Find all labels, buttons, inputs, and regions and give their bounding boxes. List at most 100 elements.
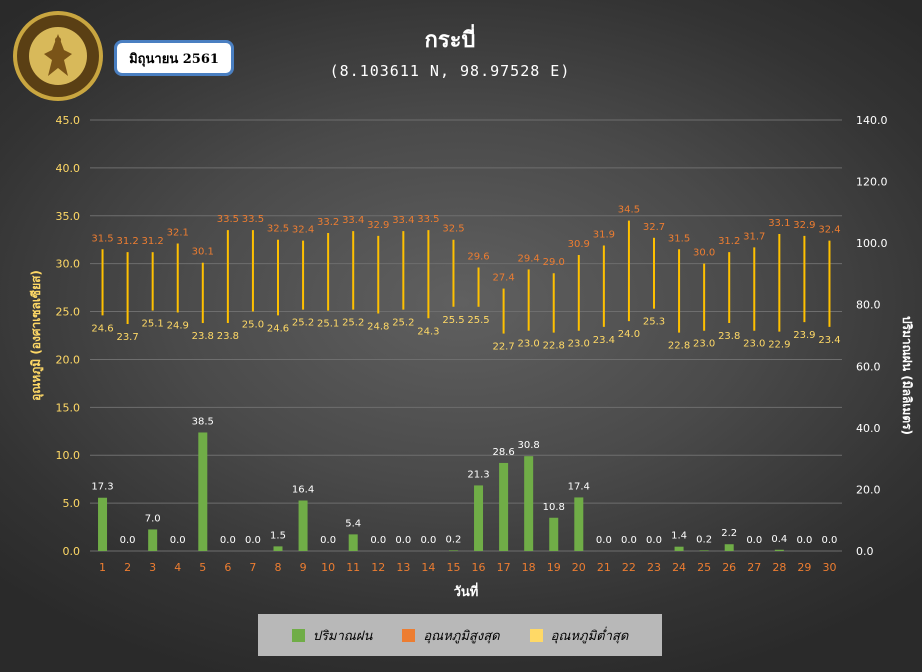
tmin-data-label: 25.5 — [442, 315, 464, 326]
rain-data-label: 0.0 — [420, 535, 436, 546]
tmax-data-label: 33.1 — [768, 218, 790, 229]
tmax-data-label: 33.4 — [392, 215, 414, 226]
rain-data-label: 38.5 — [192, 416, 214, 427]
rain-bar — [148, 529, 158, 551]
tmin-data-label: 25.2 — [292, 318, 314, 329]
legend-swatch — [402, 628, 416, 642]
tmax-data-label: 32.9 — [367, 220, 389, 231]
rain-data-label: 0.0 — [370, 535, 386, 546]
tmin-data-label: 23.0 — [693, 339, 715, 350]
tmin-data-label: 23.0 — [743, 339, 765, 350]
legend: ปริมาณฝน อุณหภูมิสูงสุด อุณหภูมิต่ำสุด — [258, 614, 662, 656]
tmax-data-label: 33.2 — [317, 217, 339, 228]
rain-bar — [674, 546, 684, 551]
right-axis-tick: 140.0 — [856, 114, 888, 127]
tmax-data-label: 29.6 — [467, 251, 489, 262]
rain-bar — [574, 497, 584, 551]
tmax-data-label: 33.4 — [342, 215, 364, 226]
rain-data-label: 0.0 — [245, 535, 261, 546]
tmin-data-label: 23.9 — [793, 330, 815, 341]
legend-label: อุณหภูมิต่ำสุด — [550, 628, 629, 644]
tmin-data-label: 22.7 — [492, 342, 514, 353]
tmax-data-label: 30.9 — [568, 239, 590, 250]
rain-data-label: 0.2 — [446, 534, 462, 545]
x-axis-title: วันที่ — [454, 582, 479, 600]
right-axis-tick: 100.0 — [856, 237, 888, 250]
rain-data-label: 0.0 — [646, 535, 662, 546]
rain-data-label: 21.3 — [467, 469, 489, 480]
x-axis-tick: 26 — [722, 561, 736, 574]
rain-data-label: 0.0 — [120, 535, 136, 546]
rain-bar — [499, 462, 509, 551]
x-axis-tick: 19 — [547, 561, 561, 574]
tmax-data-label: 32.5 — [442, 224, 464, 235]
tmin-data-label: 25.5 — [467, 315, 489, 326]
legend-label: ปริมาณฝน — [312, 628, 373, 644]
tmin-data-label: 23.4 — [818, 335, 840, 346]
rain-bar — [198, 432, 208, 551]
x-axis-tick: 28 — [772, 561, 786, 574]
x-axis-tick: 8 — [275, 561, 282, 574]
x-axis-tick: 30 — [822, 561, 836, 574]
left-axis-tick: 20.0 — [56, 353, 81, 366]
right-axis-tick: 0.0 — [856, 545, 874, 558]
rain-bar — [524, 456, 534, 551]
y-axis-title: อุณหภูมิ (องศาเซลเซียส) — [29, 270, 44, 401]
x-axis-tick: 4 — [174, 561, 181, 574]
x-axis-tick: 25 — [697, 561, 711, 574]
right-axis-tick: 20.0 — [856, 483, 881, 496]
tmax-data-label: 30.0 — [693, 248, 715, 259]
x-axis-tick: 24 — [672, 561, 686, 574]
left-axis-tick: 10.0 — [56, 449, 81, 462]
tmax-data-label: 32.1 — [167, 228, 189, 239]
tmin-data-label: 23.8 — [718, 331, 740, 342]
rain-bar — [699, 550, 709, 551]
rain-data-label: 0.4 — [771, 534, 787, 545]
legend-swatch — [291, 628, 305, 642]
rain-bar — [273, 546, 283, 551]
x-axis-tick: 29 — [797, 561, 811, 574]
right-axis-tick: 40.0 — [856, 422, 881, 435]
rain-data-label: 17.3 — [91, 482, 113, 493]
x-axis-tick: 2 — [124, 561, 131, 574]
tmax-data-label: 30.1 — [192, 247, 214, 258]
tmax-data-label: 33.5 — [417, 214, 439, 225]
rain-bar — [98, 497, 108, 551]
tmin-data-label: 25.0 — [242, 320, 264, 331]
legend-item: อุณหภูมิต่ำสุด — [529, 625, 629, 646]
legend-item: ปริมาณฝน — [291, 625, 373, 646]
meteorological-department-seal — [13, 11, 103, 101]
rain-data-label: 0.0 — [170, 535, 186, 546]
tmin-data-label: 23.0 — [568, 339, 590, 350]
x-axis-tick: 23 — [647, 561, 661, 574]
tmax-data-label: 32.4 — [818, 225, 840, 236]
rain-data-label: 0.0 — [220, 535, 236, 546]
tmax-data-label: 33.5 — [217, 214, 239, 225]
rain-data-label: 0.0 — [621, 535, 637, 546]
rain-data-label: 0.0 — [746, 535, 762, 546]
x-axis-tick: 14 — [421, 561, 435, 574]
x-axis-tick: 17 — [497, 561, 511, 574]
x-axis-tick: 3 — [149, 561, 156, 574]
tmax-data-label: 31.2 — [718, 236, 740, 247]
tmin-data-label: 22.8 — [543, 341, 565, 352]
right-axis-tick: 80.0 — [856, 299, 881, 312]
right-axis-tick: 120.0 — [856, 176, 888, 189]
legend-item: อุณหภูมิสูงสุด — [402, 625, 500, 646]
tmax-data-label: 32.4 — [292, 225, 314, 236]
rain-bar — [348, 534, 358, 551]
rain-data-label: 1.4 — [671, 531, 687, 542]
left-axis-tick: 45.0 — [56, 114, 81, 127]
left-axis-tick: 40.0 — [56, 162, 81, 175]
rain-bar — [549, 517, 559, 551]
rain-bar — [448, 550, 458, 551]
tmin-data-label: 24.3 — [417, 326, 439, 337]
left-axis-tick: 35.0 — [56, 210, 81, 223]
tmin-data-label: 24.6 — [91, 323, 113, 334]
x-axis-tick: 18 — [522, 561, 536, 574]
x-axis-tick: 22 — [622, 561, 636, 574]
tmax-data-label: 34.5 — [618, 205, 640, 216]
tmin-data-label: 22.9 — [768, 340, 790, 351]
rain-bar — [724, 544, 734, 551]
left-axis-tick: 30.0 — [56, 258, 81, 271]
